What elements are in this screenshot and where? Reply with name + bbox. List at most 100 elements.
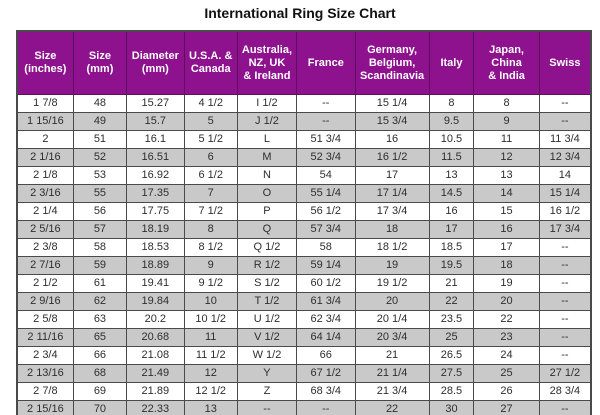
table-cell: 2 1/16: [16, 148, 74, 167]
table-cell: 18.53: [126, 238, 185, 257]
table-cell: 11: [183, 328, 238, 347]
table-row: 2 7/8 69 21.89 12 1/2 Z 68 3/4 21 3/4 28.5 26 28 …: [16, 382, 592, 401]
table-cell: 16.92: [126, 166, 185, 185]
table-cell: Y: [236, 364, 298, 383]
table-cell: 1 15/16: [16, 112, 74, 131]
table-row: 2 11/16 65 20.68 11 V 1/2 64 1/4 20 3/4 25 23 --: [16, 328, 592, 347]
table-cell: 21 3/4: [354, 382, 430, 401]
table-cell: 11.5: [428, 148, 475, 167]
table-cell: 18.19: [126, 220, 185, 239]
table-cell: 60 1/2: [296, 274, 356, 293]
table-cell: 9: [473, 112, 540, 131]
table-cell: W 1/2: [236, 346, 298, 365]
table-cell: 17.75: [126, 202, 185, 221]
table-cell: 15 1/4: [354, 94, 430, 113]
table-cell: 16.51: [126, 148, 185, 167]
table-cell: 30: [428, 400, 475, 415]
table-cell: 52 3/4: [296, 148, 356, 167]
table-row: 1 7/8 48 15.27 4 1/2 I 1/2 -- 15 1/4 8 8 --: [16, 94, 592, 113]
table-cell: 15.27: [126, 94, 185, 113]
table-cell: 61 3/4: [296, 292, 356, 311]
table-cell: 23.5: [428, 310, 475, 329]
table-cell: --: [236, 400, 298, 415]
column-header: Size (inches): [16, 30, 74, 95]
table-cell: 20: [354, 292, 430, 311]
table-cell: 1 7/8: [16, 94, 74, 113]
table-cell: 69: [72, 382, 128, 401]
table-cell: 68: [72, 364, 128, 383]
table-cell: 12: [473, 148, 540, 167]
table-cell: 61: [72, 274, 128, 293]
table-cell: 18.5: [428, 238, 475, 257]
table-cell: 20: [473, 292, 540, 311]
table-cell: 2 7/8: [16, 382, 74, 401]
table-cell: 22.33: [126, 400, 185, 415]
table-cell: 58: [72, 238, 128, 257]
table-cell: --: [538, 328, 592, 347]
table-cell: 28 3/4: [538, 382, 592, 401]
table-cell: 13: [183, 400, 238, 415]
table-cell: 53: [72, 166, 128, 185]
table-cell: 9: [183, 256, 238, 275]
table-cell: M: [236, 148, 298, 167]
table-cell: 20.68: [126, 328, 185, 347]
table-cell: 2 1/4: [16, 202, 74, 221]
table-cell: T 1/2: [236, 292, 298, 311]
table-cell: 66: [72, 346, 128, 365]
table-cell: --: [296, 112, 356, 131]
table-cell: 4 1/2: [183, 94, 238, 113]
table-cell: 5: [183, 112, 238, 131]
table-cell: 70: [72, 400, 128, 415]
table-cell: 2 13/16: [16, 364, 74, 383]
table-cell: U 1/2: [236, 310, 298, 329]
table-cell: 19.84: [126, 292, 185, 311]
table-cell: 59: [72, 256, 128, 275]
table-cell: 12 1/2: [183, 382, 238, 401]
table-cell: 20 1/4: [354, 310, 430, 329]
table-cell: 19: [473, 274, 540, 293]
table-cell: P: [236, 202, 298, 221]
table-cell: 20.2: [126, 310, 185, 329]
table-cell: 2 3/8: [16, 238, 74, 257]
table-cell: 11 3/4: [538, 130, 592, 149]
table-cell: 18: [473, 256, 540, 275]
table-cell: --: [538, 274, 592, 293]
column-header: France: [296, 30, 356, 95]
table-cell: 19 1/2: [354, 274, 430, 293]
table-cell: 2 1/8: [16, 166, 74, 185]
column-header: Australia, NZ, UK & Ireland: [236, 30, 298, 95]
table-cell: V 1/2: [236, 328, 298, 347]
table-row: 2 3/16 55 17.35 7 O 55 1/4 17 1/4 14.5 14 15 1/4: [16, 184, 592, 203]
table-row: 2 9/16 62 19.84 10 T 1/2 61 3/4 20 22 20 --: [16, 292, 592, 311]
table-cell: 16: [354, 130, 430, 149]
table-cell: 21.49: [126, 364, 185, 383]
table-cell: --: [538, 94, 592, 113]
table-cell: 63: [72, 310, 128, 329]
table-row: 2 15/16 70 22.33 13 -- -- 22 30 27 --: [16, 400, 592, 415]
table-cell: 2 3/4: [16, 346, 74, 365]
table-cell: 8: [183, 220, 238, 239]
table-cell: --: [296, 400, 356, 415]
table-cell: 16: [473, 220, 540, 239]
table-cell: 9.5: [428, 112, 475, 131]
table-cell: 48: [72, 94, 128, 113]
table-cell: Q: [236, 220, 298, 239]
table-cell: --: [538, 310, 592, 329]
header-row: Size (inches) Size (mm) Diameter (mm) U.S.A…: [16, 30, 592, 95]
table-cell: 7 1/2: [183, 202, 238, 221]
table-cell: 27.5: [428, 364, 475, 383]
table-cell: 17 1/4: [354, 184, 430, 203]
table-cell: 16.1: [126, 130, 185, 149]
table-cell: 19.41: [126, 274, 185, 293]
table-cell: 2 9/16: [16, 292, 74, 311]
table-cell: 2 11/16: [16, 328, 74, 347]
table-cell: --: [296, 94, 356, 113]
table-cell: --: [538, 400, 592, 415]
table-cell: 22: [428, 292, 475, 311]
table-cell: 24: [473, 346, 540, 365]
table-cell: 16: [428, 202, 475, 221]
table-cell: 8 1/2: [183, 238, 238, 257]
table-cell: 2 3/16: [16, 184, 74, 203]
table-cell: 17: [354, 166, 430, 185]
